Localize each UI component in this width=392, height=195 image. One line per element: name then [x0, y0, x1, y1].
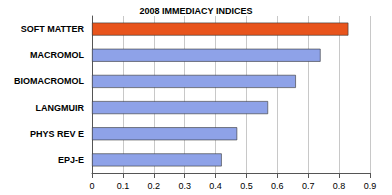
svg-text:0.6: 0.6 [271, 181, 284, 191]
svg-text:MACROMOL: MACROMOL [30, 50, 84, 60]
svg-text:LANGMUIR: LANGMUIR [36, 103, 85, 113]
svg-text:2008 IMMEDIACY INDICES: 2008 IMMEDIACY INDICES [140, 6, 253, 16]
svg-text:0.4: 0.4 [209, 181, 222, 191]
svg-text:0.2: 0.2 [148, 181, 161, 191]
svg-text:0.7: 0.7 [302, 181, 315, 191]
svg-text:0.9: 0.9 [364, 181, 377, 191]
svg-text:0.5: 0.5 [240, 181, 253, 191]
svg-text:PHYS REV E: PHYS REV E [30, 129, 84, 139]
svg-text:0: 0 [89, 181, 94, 191]
svg-text:BIOMACROMOL: BIOMACROMOL [14, 76, 84, 86]
svg-text:0.1: 0.1 [117, 181, 130, 191]
svg-text:0.8: 0.8 [333, 181, 346, 191]
svg-text:0.3: 0.3 [178, 181, 191, 191]
svg-text:EPJ-E: EPJ-E [58, 155, 84, 165]
svg-text:SOFT MATTER: SOFT MATTER [21, 24, 85, 34]
